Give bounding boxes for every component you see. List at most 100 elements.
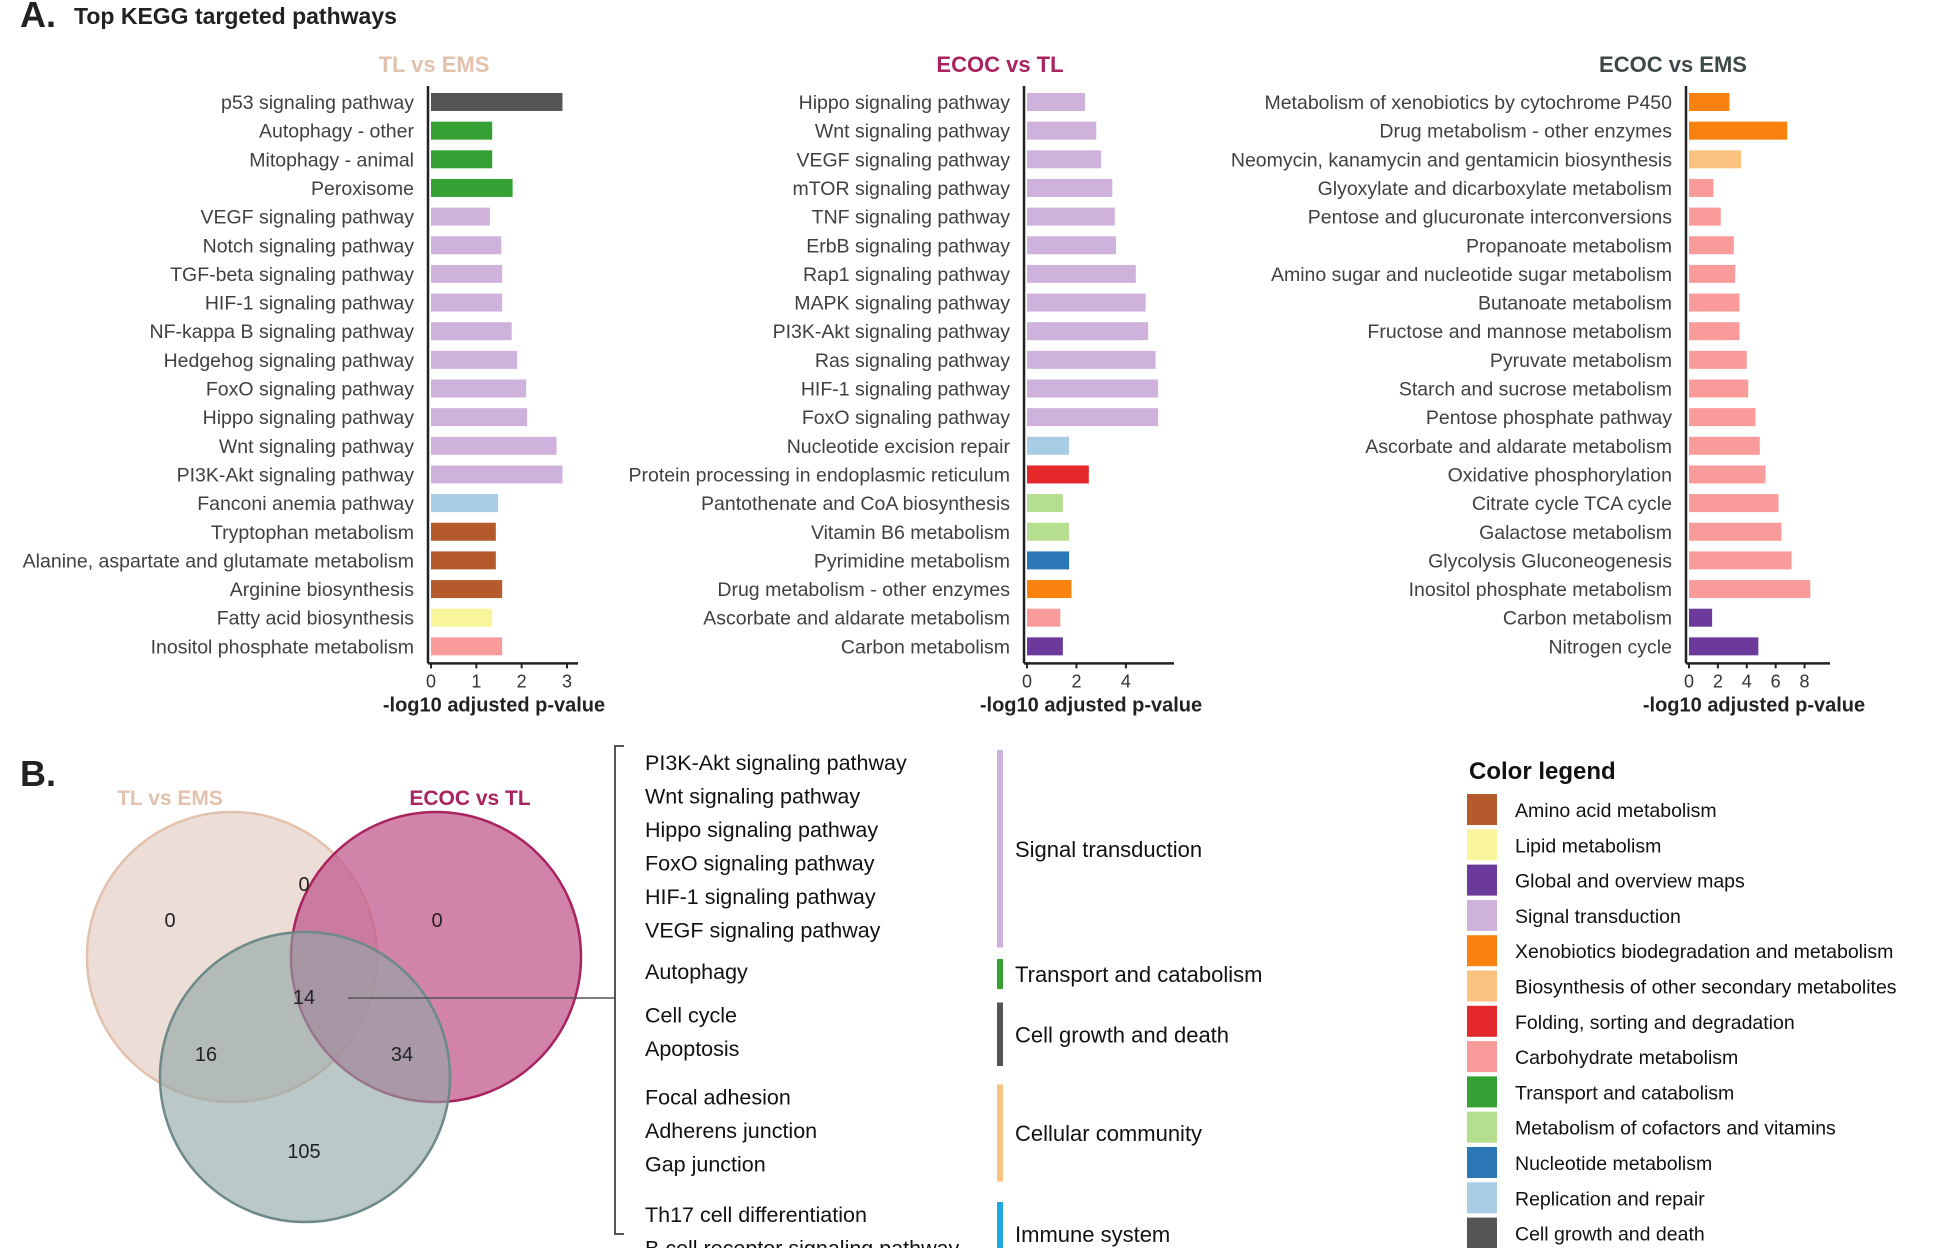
x-tick-label: 2 [517,671,527,691]
color-legend: Color legend Amino acid metabolism Lipid … [1467,758,1897,1248]
venn-count-tl-and-ecoc-tl: 0 [298,874,309,896]
legend-label: Lipid metabolism [1515,835,1661,857]
group-label-cellular-community: Cellular community [1015,1121,1202,1146]
bar-hippo-signaling-pathway [1027,93,1086,111]
bar-label: Oxidative phosphorylation [1448,464,1672,486]
bar-hif-1-signaling-pathway [431,293,503,312]
legend-swatch-signal-transduction [1467,899,1497,931]
bar-label: Alanine, aspartate and glutamate metabol… [23,550,414,572]
group-bar-cellular-community [997,1084,1003,1182]
bar-autophagy-other [431,121,493,140]
legend-label: Transport and catabolism [1515,1082,1734,1104]
bar-mapk-signaling-pathway [1027,293,1146,312]
bar-label: Ascorbate and aldarate metabolism [703,608,1010,630]
bar-wnt-signaling-pathway [431,436,557,455]
venn-label-tl-vs-ems: TL vs EMS [117,787,223,810]
bar-label: mTOR signaling pathway [793,178,1011,200]
bar-label: Ascorbate and aldarate metabolism [1365,436,1672,458]
bar-label: Starch and sucrose metabolism [1399,379,1672,401]
bar-drug-metabolism-other-enzymes [1689,121,1788,140]
venn-count-ecoc-tl-only: 0 [431,910,442,932]
group-label-cell-growth-and-death: Cell growth and death [1015,1022,1229,1047]
bar-label: Protein processing in endoplasmic reticu… [628,464,1010,486]
legend-label: Global and overview maps [1515,871,1745,893]
pathway-item: Autophagy [645,960,748,984]
legend-label: Folding, sorting and degradation [1515,1012,1795,1034]
chart-title: ECOC vs EMS [1599,52,1747,77]
bar-carbon-metabolism [1689,608,1713,627]
bar-glycolysis-gluconeogenesis [1689,551,1792,570]
bar-label: Glyoxylate and dicarboxylate metabolism [1318,178,1672,200]
bar-label: Rap1 signaling pathway [803,264,1010,286]
x-axis-title: -log10 adjusted p-value [1643,694,1865,716]
bar-label: Notch signaling pathway [203,235,415,257]
pathway-item: Th17 cell differentiation [645,1203,867,1227]
group-bar-cell-growth-and-death [997,1002,1003,1066]
bar-label: Tryptophan metabolism [211,522,414,544]
panel-b-letter: B. [20,753,56,794]
venn-count-ecoc-ems-only: 105 [287,1141,320,1163]
bar-mitophagy-animal [431,150,493,169]
bar-label: Metabolism of xenobiotics by cytochrome … [1264,92,1672,114]
bar-label: Hippo signaling pathway [799,92,1011,114]
bar-label: HIF-1 signaling pathway [205,293,414,315]
bar-label: Amino sugar and nucleotide sugar metabol… [1271,264,1672,286]
pathway-item: Apoptosis [645,1037,739,1061]
bar-label: Fatty acid biosynthesis [217,608,415,630]
bar-inositol-phosphate-metabolism [431,637,503,656]
bar-ascorbate-and-aldarate-metabolism [1689,436,1760,455]
x-tick-label: 0 [1022,671,1032,691]
bar-label: FoxO signaling pathway [206,379,414,401]
bar-label: Ras signaling pathway [815,350,1010,372]
legend-label: Biosynthesis of other secondary metaboli… [1515,977,1897,999]
bar-citrate-cycle-tca-cycle [1689,494,1779,513]
bar-label: Wnt signaling pathway [815,121,1010,143]
bar-ascorbate-and-aldarate-metabolism [1027,608,1061,627]
bar-foxo-signaling-pathway [431,379,527,398]
legend-swatch-amino-acid-metabolism [1467,794,1497,825]
bar-pentose-phosphate-pathway [1689,408,1756,427]
bar-nitrogen-cycle [1689,637,1759,656]
bar-label: Pyrimidine metabolism [814,550,1010,572]
legend-swatch-carbohydrate-metabolism [1467,1041,1497,1073]
bar-label: Carbon metabolism [841,636,1010,658]
pathway-item: VEGF signaling pathway [645,919,881,943]
bar-label: FoxO signaling pathway [802,407,1010,429]
x-tick-label: 1 [471,671,481,691]
bar-protein-processing-in-endoplasmic-reticulum [1027,465,1089,484]
bar-label: Propanoate metabolism [1466,235,1672,257]
x-tick-label: 4 [1742,671,1752,691]
legend-swatch-metabolism-of-cofactors-and-vitamins [1467,1111,1497,1143]
x-axis-title: -log10 adjusted p-value [980,694,1202,716]
bar-amino-sugar-and-nucleotide-sugar-metabolism [1689,264,1736,283]
group-bar-transport-and-catabolism [997,959,1003,989]
bar-pentose-and-glucuronate-interconversions [1689,207,1721,226]
bar-label: Inositol phosphate metabolism [151,636,414,658]
chart-title: ECOC vs TL [936,52,1063,77]
x-tick-label: 6 [1771,671,1781,691]
bar-label: Hedgehog signaling pathway [164,350,415,372]
bar-label: Pyruvate metabolism [1490,350,1672,372]
bar-arginine-biosynthesis [431,580,503,599]
venn-label-ecoc-vs-tl: ECOC vs TL [409,787,531,810]
bar-foxo-signaling-pathway [1027,408,1159,427]
bar-oxidative-phosphorylation [1689,465,1766,484]
x-tick-label: 2 [1071,671,1081,691]
bar-fatty-acid-biosynthesis [431,608,493,627]
legend-swatch-cell-growth-and-death [1467,1217,1497,1248]
legend-label: Replication and repair [1515,1188,1705,1210]
bar-label: Nucleotide excision repair [787,436,1011,458]
bar-label: MAPK signaling pathway [794,293,1010,315]
bar-label: Citrate cycle TCA cycle [1472,493,1672,515]
group-label-signal-transduction: Signal transduction [1015,837,1202,862]
bar-hif-1-signaling-pathway [1027,379,1159,398]
bar-label: Mitophagy - animal [249,149,414,171]
bar-nucleotide-excision-repair [1027,436,1070,455]
bar-label: Fructose and mannose metabolism [1367,321,1672,343]
bar-pi3k-akt-signaling-pathway [1027,322,1149,341]
bar-label: VEGF signaling pathway [200,207,414,229]
x-tick-label: 4 [1121,671,1131,691]
bar-label: p53 signaling pathway [221,92,414,114]
legend-label: Nucleotide metabolism [1515,1153,1712,1175]
